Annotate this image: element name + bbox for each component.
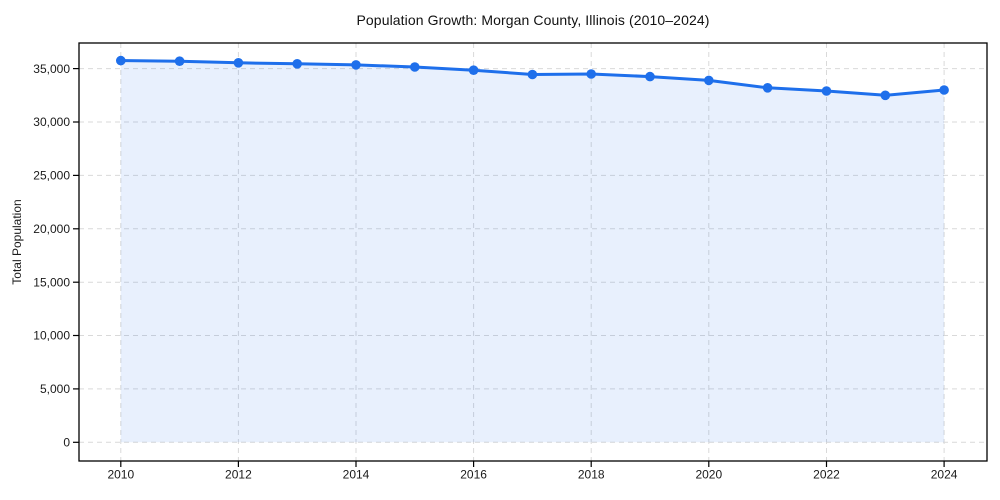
x-tick-label: 2020 (695, 468, 722, 482)
y-tick-label: 35,000 (33, 62, 70, 76)
data-points (116, 55, 949, 101)
y-tick-label: 30,000 (33, 115, 70, 129)
data-point (351, 60, 361, 70)
x-tick-label: 2010 (107, 468, 134, 482)
x-tick-label: 2018 (578, 468, 605, 482)
y-axis-label: Total Population (10, 199, 24, 285)
x-tick-label: 2016 (460, 468, 487, 482)
area-fill (120, 60, 945, 443)
data-point (174, 56, 185, 66)
data-point (233, 58, 244, 68)
data-point (821, 86, 832, 96)
data-point (586, 69, 596, 79)
y-tick-labels: 0 5,000 10,000 15,000 20,000 25,000 30,000 35,0… (33, 62, 70, 450)
gridlines (79, 43, 987, 461)
x-tick-label: 2014 (343, 468, 370, 482)
data-point (880, 90, 891, 101)
x-tick-label: 2012 (225, 468, 252, 482)
y-tick-label: 5,000 (40, 382, 70, 396)
y-tick-label: 20,000 (33, 222, 70, 236)
data-point (410, 62, 420, 72)
data-point (527, 69, 538, 80)
y-tick-label: 25,000 (33, 169, 70, 183)
data-point (116, 55, 126, 66)
y-tick-label: 0 (63, 436, 70, 450)
x-tick-label: 2024 (931, 468, 958, 482)
plot-border (78, 42, 988, 462)
data-point (468, 65, 479, 75)
data-point (645, 71, 655, 82)
data-point (704, 75, 714, 86)
x-tick-labels: 2010 2012 2014 2016 2018 2020 2022 2024 (107, 468, 957, 482)
data-point (762, 83, 773, 93)
chart-title: Population Growth: Morgan County, Illino… (356, 12, 710, 28)
axis-ticks (73, 67, 945, 467)
x-tick-label: 2022 (813, 468, 840, 482)
data-point (292, 59, 303, 69)
data-point (939, 85, 949, 95)
y-tick-label: 10,000 (33, 329, 70, 343)
y-tick-label: 15,000 (33, 275, 70, 289)
